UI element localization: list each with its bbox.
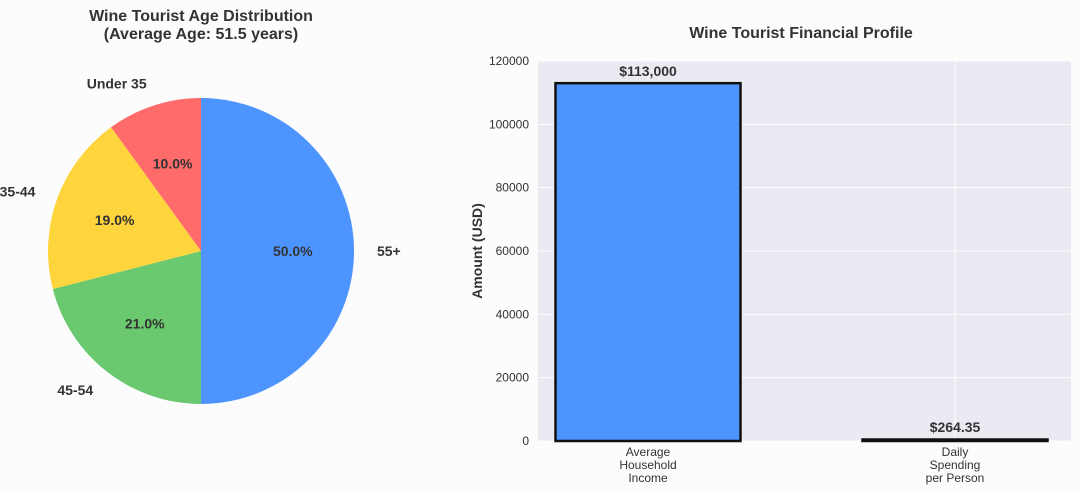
bars xyxy=(554,81,1049,443)
pie-chart-title: Wine Tourist Age Distribution xyxy=(89,8,313,25)
bar-value-label: $113,000 xyxy=(619,63,677,79)
y-tick-label: 80000 xyxy=(496,181,530,195)
pie-slice-35-44 xyxy=(47,127,201,290)
pie-percent-label: 21.0% xyxy=(125,316,165,332)
pie-slices xyxy=(47,98,354,404)
y-tick-labels: 0 20000 40000 60000 80000 100000 120000 xyxy=(489,54,529,448)
pie-percent-label: 19.0% xyxy=(95,212,135,228)
y-tick-label: 100000 xyxy=(489,117,529,131)
bar-value-labels: $113,000 $264.35 xyxy=(619,63,980,435)
pie-labels: 50.0% 55+ 21.0% 45-54 19.0% 35-44 10.0% Under 3… xyxy=(0,76,401,398)
x-category-label: Household xyxy=(619,458,676,472)
bar-daily-spending xyxy=(861,438,1049,443)
bar-chart-panel: Wine Tourist Financial Profile 0 20000 400… xyxy=(469,25,1071,485)
pie-category-label: Under 35 xyxy=(87,76,147,92)
x-category-label: Spending xyxy=(930,458,981,472)
pie-slice-45-54 xyxy=(52,251,201,404)
pie-percent-label: 50.0% xyxy=(273,243,313,259)
pie-slice-under-35 xyxy=(111,98,201,251)
pie-category-label: 55+ xyxy=(377,243,401,259)
pie-slice-55- xyxy=(201,98,354,404)
y-tick-label: 40000 xyxy=(496,307,530,321)
x-category-label: per Person xyxy=(926,471,985,485)
bar-household-income xyxy=(554,81,742,443)
pie-chart-panel: Wine Tourist Age Distribution (Average A… xyxy=(0,8,401,404)
y-tick-label: 0 xyxy=(522,434,529,448)
pie-percent-label: 10.0% xyxy=(153,156,193,172)
y-tick-label: 120000 xyxy=(489,54,529,68)
pie-category-label: 35-44 xyxy=(0,183,36,199)
pie-chart-subtitle: (Average Age: 51.5 years) xyxy=(104,26,298,43)
bar-chart-title: Wine Tourist Financial Profile xyxy=(689,25,913,42)
y-tick-label: 20000 xyxy=(496,371,530,385)
pie-category-label: 45-54 xyxy=(57,382,93,398)
x-category-label: Income xyxy=(628,471,668,485)
bar-value-label: $264.35 xyxy=(930,419,981,435)
y-tick-label: 60000 xyxy=(496,244,530,258)
x-category-label: Daily xyxy=(942,445,969,459)
x-category-label: Average xyxy=(626,445,671,459)
y-axis-label: Amount (USD) xyxy=(469,203,485,299)
